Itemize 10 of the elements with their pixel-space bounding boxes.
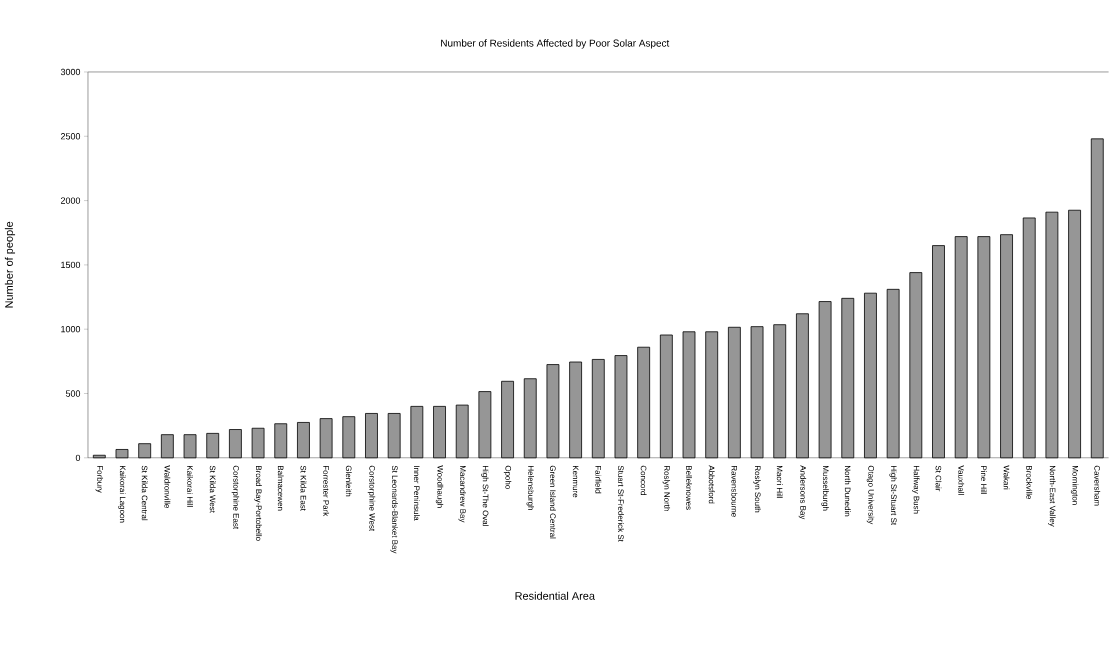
- y-tick-label: 1500: [61, 261, 81, 269]
- y-tick-label: 500: [65, 390, 81, 397]
- chart-title: Number of Residents Affected by Poor Solar Aspect: [441, 39, 670, 49]
- y-tick-label: 1000: [61, 326, 81, 333]
- x-axis-title: Residential Area: [515, 591, 595, 600]
- y-tick-label: 2500: [60, 133, 81, 140]
- y-tick-label: 2000: [60, 197, 81, 204]
- y-axis-title: Number of people: [4, 221, 16, 308]
- y-tick-label: 0: [75, 454, 81, 462]
- y-tick-label: 3000: [60, 68, 81, 76]
